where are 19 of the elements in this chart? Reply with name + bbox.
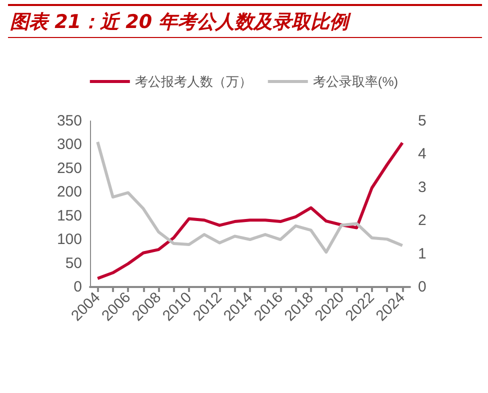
y2-tick-label: 3 [418, 178, 426, 196]
y-tick-label: 300 [56, 136, 82, 154]
y-tick-label: 50 [65, 254, 82, 272]
y-tick-label: 0 [74, 278, 82, 296]
y2-tick-label: 1 [418, 245, 426, 262]
chart-title: 图表 21：近 20 年考公人数及录取比例 [8, 4, 482, 38]
line-series [96, 140, 404, 254]
y2-tick-label: 4 [418, 146, 426, 163]
y2-tick-label: 5 [418, 112, 426, 130]
legend-label: 考公录取率(%) [312, 74, 398, 89]
y2-tick-label: 2 [418, 212, 426, 230]
y-tick-label: 150 [56, 207, 82, 224]
y2-tick-label: 0 [418, 278, 426, 296]
y-tick-label: 100 [56, 231, 82, 248]
line-series [96, 141, 404, 280]
y-tick-label: 350 [56, 112, 82, 130]
y-tick-label: 200 [56, 184, 82, 201]
legend-label: 考公报考人数（万） [134, 74, 252, 89]
y-tick-label: 250 [56, 160, 82, 177]
